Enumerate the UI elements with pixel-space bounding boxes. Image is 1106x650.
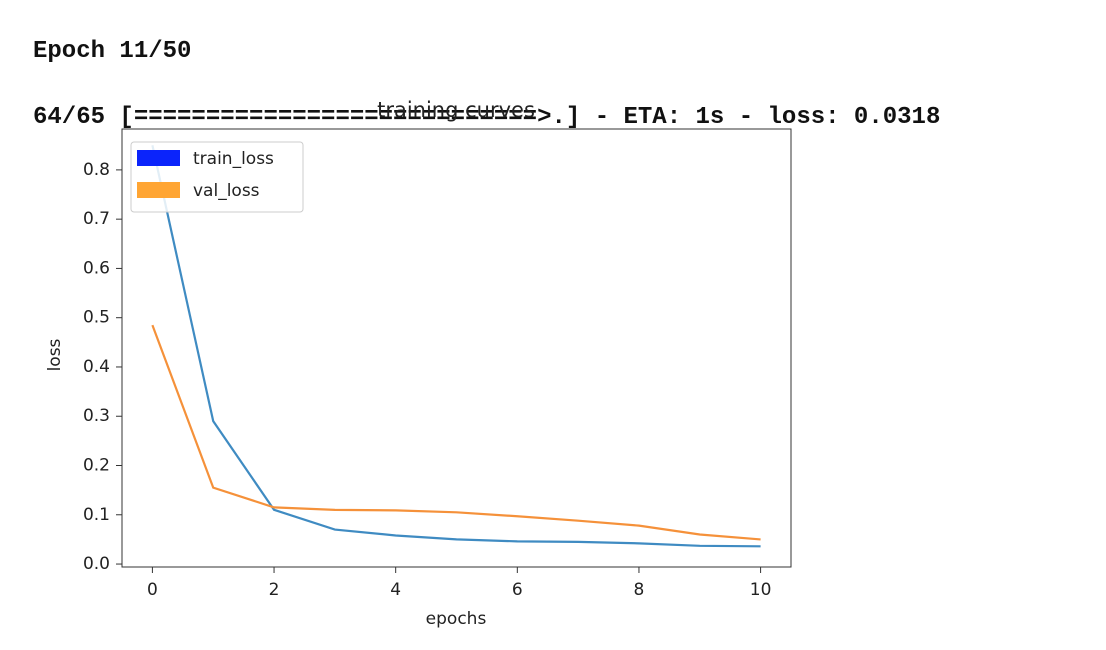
y-axis-label: loss bbox=[45, 338, 65, 371]
plot-frame bbox=[121, 128, 792, 568]
y-tick-label: 0.3 bbox=[83, 406, 110, 426]
y-tick-label: 0.5 bbox=[83, 308, 110, 328]
y-tick-label: 0.1 bbox=[83, 505, 110, 525]
y-tick-label: 0.4 bbox=[83, 357, 110, 377]
x-tick-label: 2 bbox=[269, 580, 280, 600]
x-tick-label: 8 bbox=[634, 580, 645, 600]
legend-label: val_loss bbox=[193, 181, 260, 201]
legend-swatch bbox=[137, 150, 180, 166]
y-tick-label: 0.6 bbox=[83, 258, 110, 278]
console-line: 64/65 [============================>.] -… bbox=[33, 104, 941, 131]
x-tick-label: 0 bbox=[147, 580, 158, 600]
console-line: Epoch 11/50 bbox=[33, 38, 192, 65]
y-tick-label: 0.8 bbox=[83, 160, 110, 180]
series-line bbox=[151, 145, 761, 548]
y-tick-label: 0.7 bbox=[83, 209, 110, 229]
y-tick-label: 0.2 bbox=[83, 456, 110, 476]
x-axis-label: epochs bbox=[426, 609, 487, 629]
x-tick-label: 4 bbox=[390, 580, 401, 600]
x-tick-label: 6 bbox=[512, 580, 523, 600]
series-line bbox=[151, 324, 761, 541]
x-tick-label: 10 bbox=[750, 580, 772, 600]
y-tick-label: 0.0 bbox=[83, 554, 110, 574]
chart-title: training curves bbox=[377, 98, 535, 122]
legend-label: train_loss bbox=[193, 149, 274, 169]
legend-swatch bbox=[137, 182, 180, 198]
console-output: Epoch 11/50 64/65 [=====================… bbox=[33, 2, 940, 167]
